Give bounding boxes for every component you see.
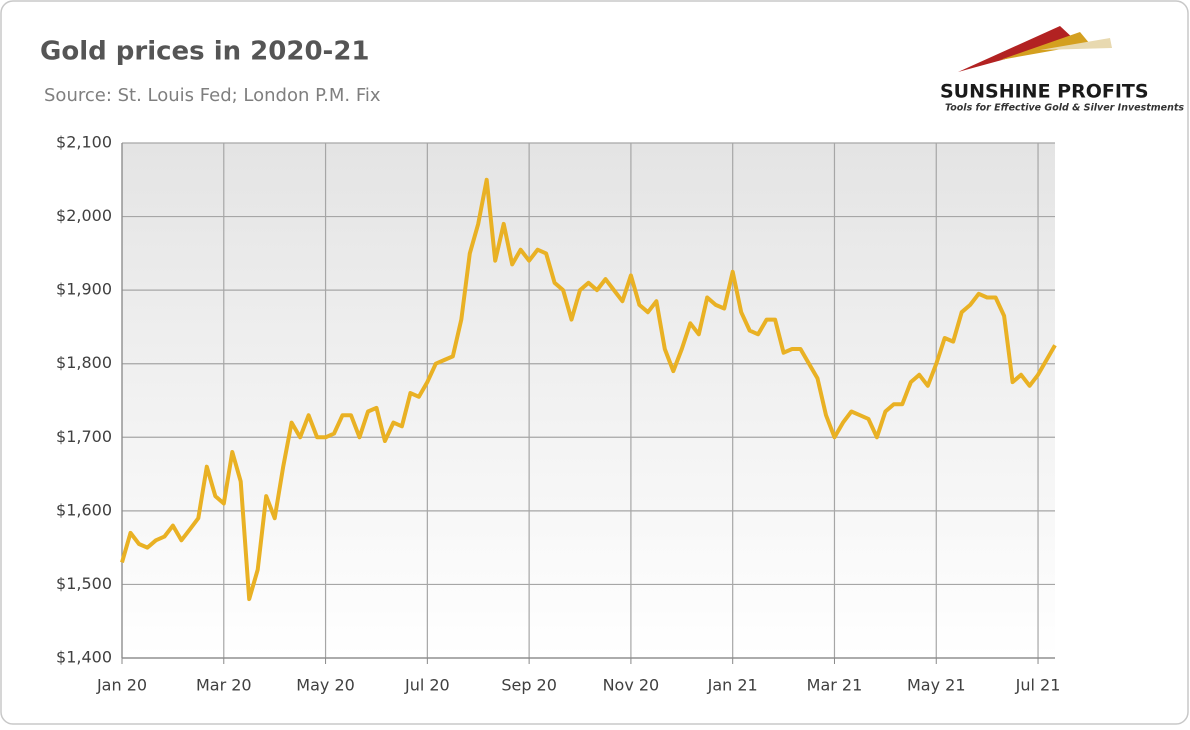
- y-tick-label: $1,900: [56, 280, 112, 299]
- y-tick-label: $1,800: [56, 353, 112, 372]
- x-tick-label: Nov 20: [603, 676, 660, 695]
- plot-area: [122, 143, 1055, 658]
- logo-swoosh: [1040, 38, 1112, 50]
- y-tick-label: $2,100: [56, 133, 112, 152]
- y-tick-label: $1,500: [56, 574, 112, 593]
- y-tick-label: $2,000: [56, 206, 112, 225]
- x-tick-label: Jul 21: [1015, 676, 1061, 695]
- y-tick-label: $1,400: [56, 648, 112, 667]
- logo-swoosh: [1000, 32, 1090, 60]
- x-tick-label: Sep 20: [501, 676, 557, 695]
- x-tick-label: May 20: [296, 676, 355, 695]
- logo-swoosh: [958, 26, 1075, 72]
- logo-name: SUNSHINE PROFITS: [940, 81, 1149, 103]
- x-tick-label: Jan 20: [96, 676, 147, 695]
- x-tick-label: Mar 21: [807, 676, 863, 695]
- x-tick-label: Jul 20: [404, 676, 450, 695]
- chart-title: Gold prices in 2020-21: [40, 37, 370, 67]
- logo-tagline: Tools for Effective Gold & Silver Invest…: [945, 103, 1184, 114]
- logo: SUNSHINE PROFITS Tools for Effective Gol…: [940, 26, 1184, 114]
- chart-subtitle: Source: St. Louis Fed; London P.M. Fix: [44, 85, 381, 106]
- x-tick-label: Mar 20: [196, 676, 252, 695]
- y-tick-label: $1,700: [56, 427, 112, 446]
- y-tick-label: $1,600: [56, 500, 112, 519]
- x-tick-label: Jan 21: [707, 676, 758, 695]
- price-line: [120, 177, 1057, 602]
- x-tick-label: May 21: [907, 676, 966, 695]
